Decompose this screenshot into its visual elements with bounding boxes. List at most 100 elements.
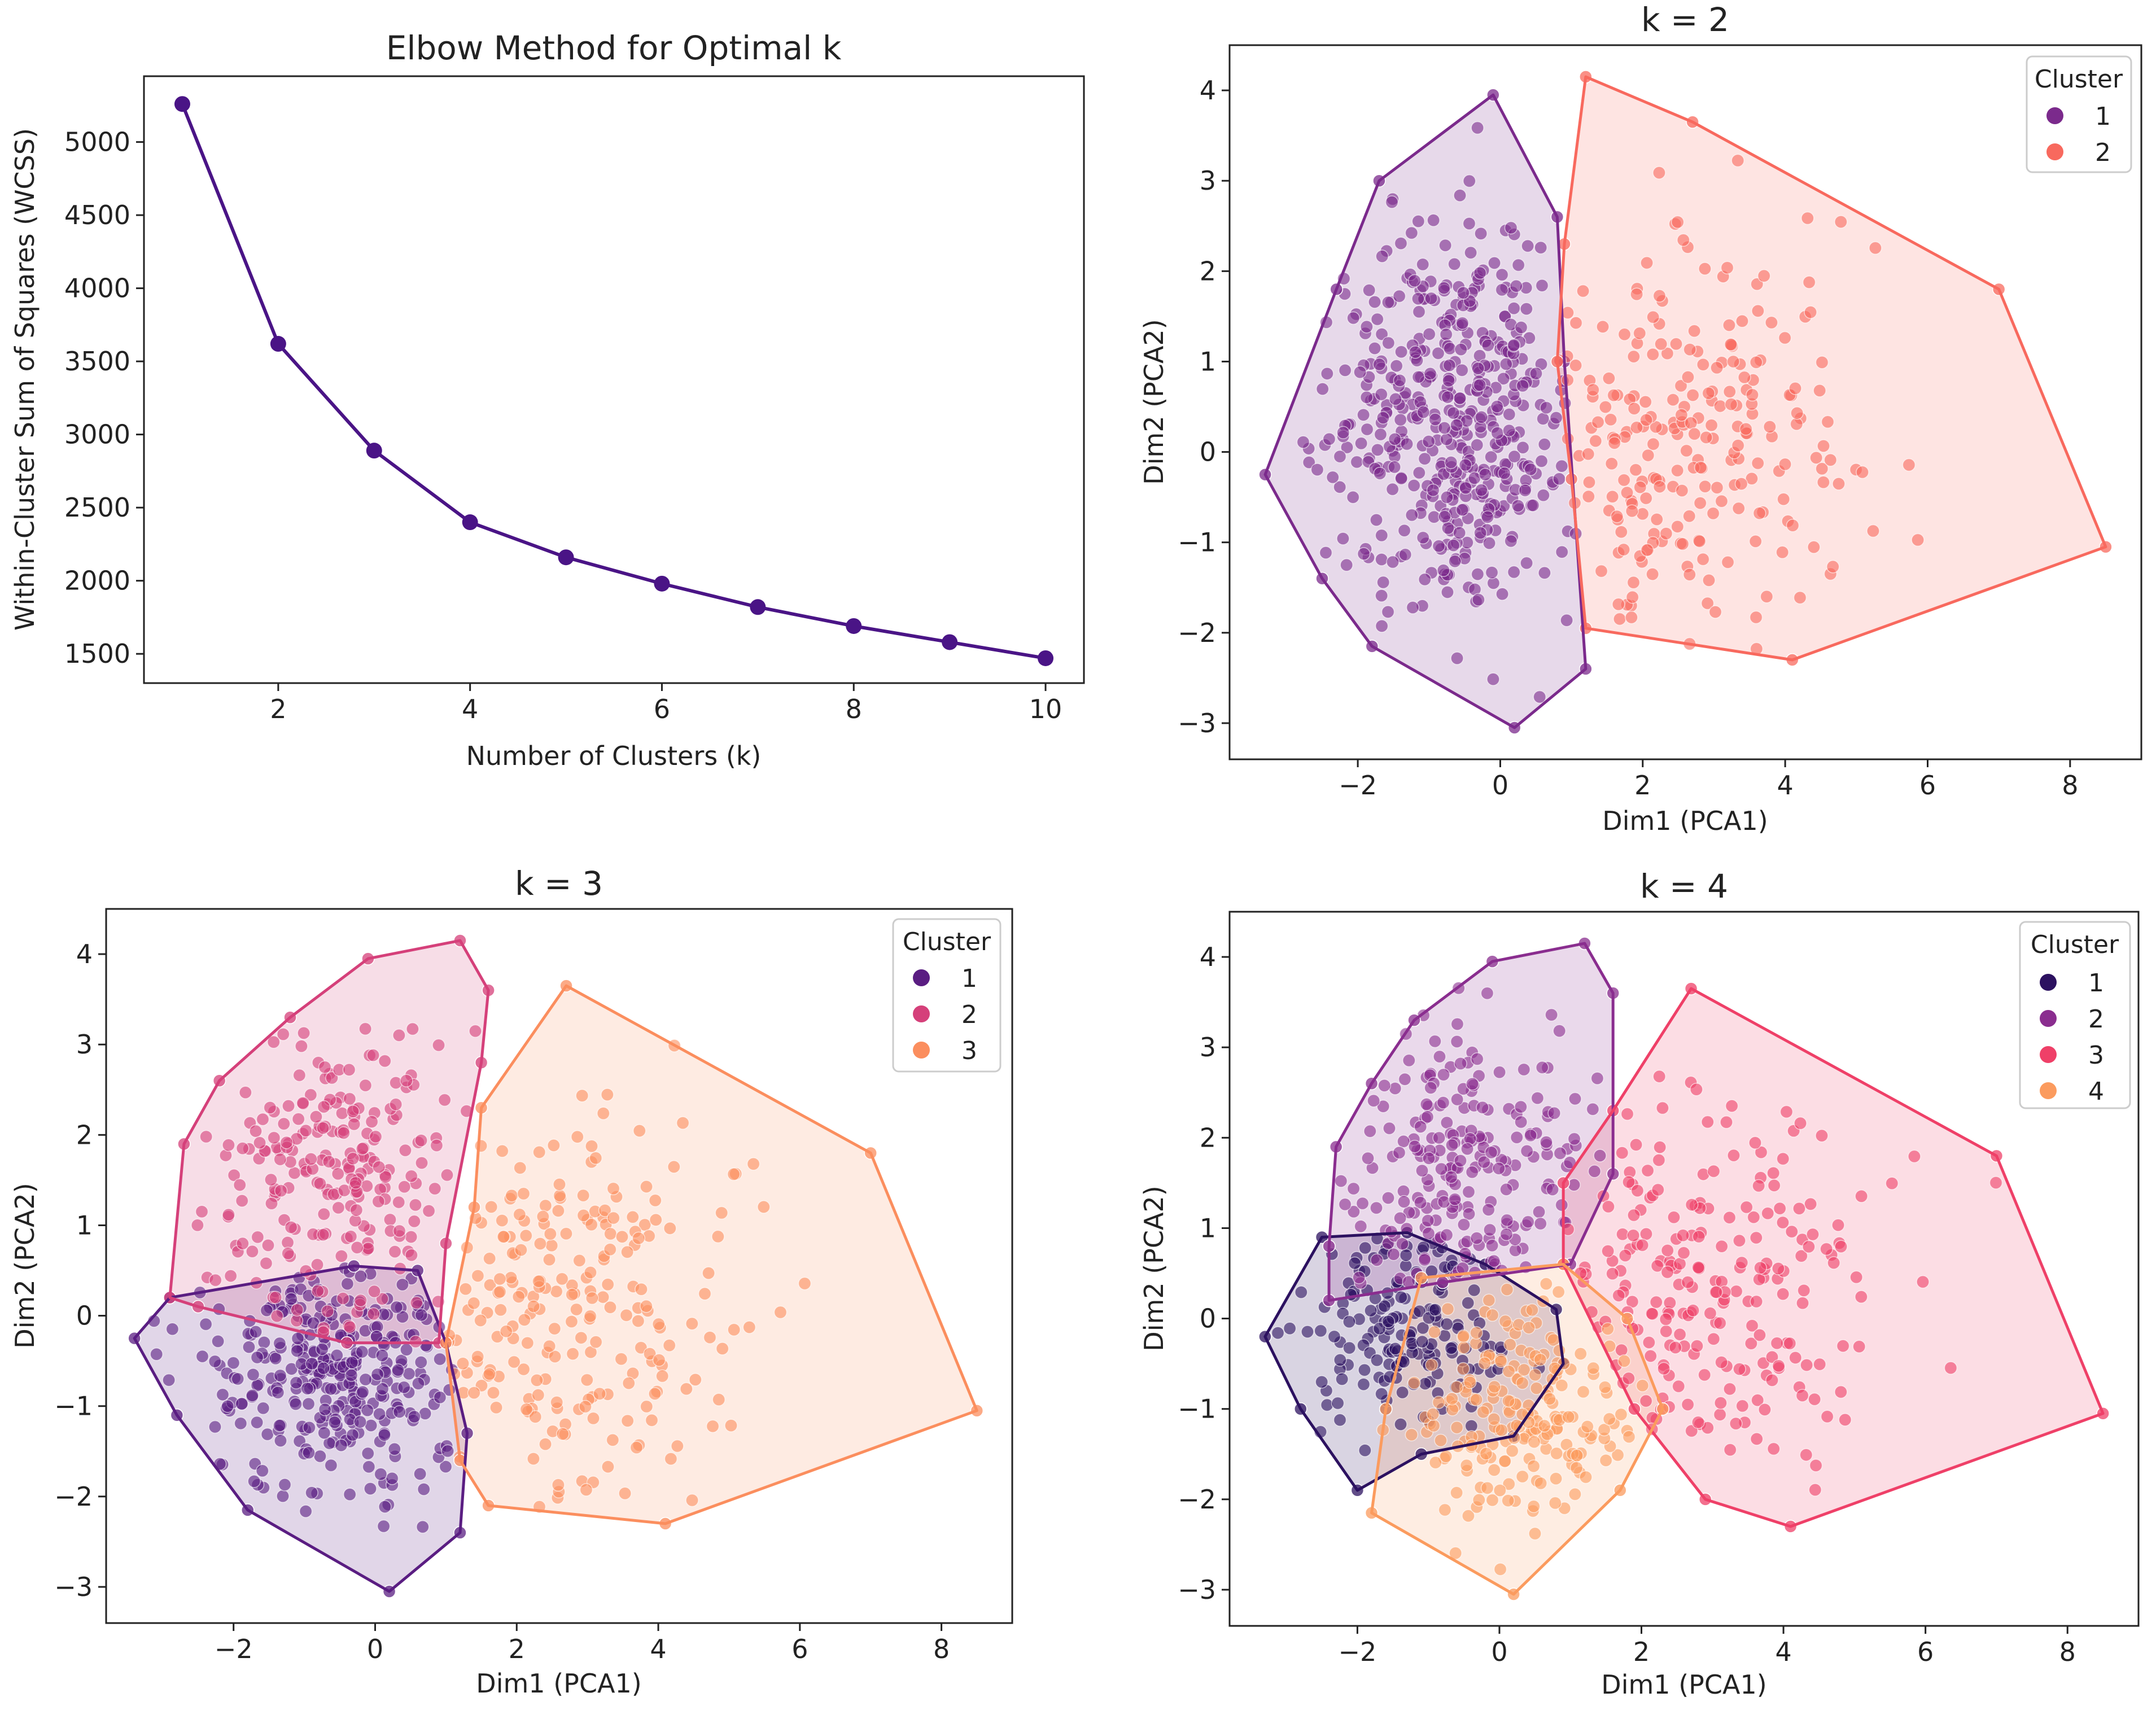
k2-cluster-1-point — [1394, 345, 1408, 359]
k4-cluster-4-point — [1479, 1447, 1493, 1460]
k2-cluster-1-point — [1373, 466, 1387, 480]
k2-cluster-1-point — [1376, 575, 1390, 589]
k3-cluster-3-point — [606, 1211, 620, 1225]
k2-cluster-1-point — [1385, 482, 1400, 496]
k3-x-tick-label: 4 — [650, 1634, 666, 1664]
elbow-y-tick-label: 3500 — [64, 346, 130, 377]
k4-cluster-1-point — [1467, 1283, 1481, 1297]
k3-cluster-2-point — [369, 1130, 383, 1144]
k4-cluster-3-point — [1606, 1267, 1620, 1280]
k3-cluster-1-point — [317, 1361, 330, 1375]
k4-cluster-2-point — [1521, 1215, 1535, 1229]
k3-cluster-2-point — [346, 1105, 360, 1118]
k2-cluster-1-point — [1504, 534, 1518, 548]
k2-cluster-1-point — [1540, 401, 1553, 414]
k2-cluster-1-point — [1484, 450, 1498, 464]
k3-cluster-1-point — [256, 1401, 270, 1415]
k4-cluster-3-point — [1836, 1339, 1850, 1353]
k4-cluster-3-point — [1773, 1201, 1787, 1215]
k3-cluster-1-point — [315, 1342, 329, 1356]
k4-cluster-4-point — [1457, 1341, 1471, 1354]
k3-cluster-1-point — [377, 1519, 391, 1533]
k3-cluster-2-point — [191, 1218, 204, 1232]
elbow-point-k7 — [750, 599, 766, 615]
k4-cluster-4-point — [1562, 1410, 1576, 1424]
k2-cluster-1-point — [1360, 391, 1374, 404]
k2-cluster-1-point — [1357, 408, 1370, 422]
k4-cluster-3-point — [1622, 1175, 1635, 1189]
k2-legend: Cluster 12 — [2026, 55, 2132, 173]
k2-cluster-2-point — [1869, 241, 1882, 255]
k3-cluster-1-point — [162, 1373, 176, 1387]
k2-cluster-2-point — [1790, 406, 1804, 420]
k3-cluster-2-point — [331, 1201, 346, 1215]
k3-cluster-3-point — [667, 1160, 681, 1174]
k4-cluster-3-point — [1820, 1410, 1834, 1423]
k3-cluster-3-point — [671, 1439, 684, 1453]
k2-cluster-1-point — [1533, 690, 1546, 704]
k2-cluster-2-point — [1686, 388, 1700, 402]
k2-cluster-1-point — [1394, 237, 1408, 250]
k2-cluster-1-point — [1534, 240, 1547, 255]
k3-cluster-2-point — [318, 1060, 332, 1074]
k2-cluster-1-point — [1537, 488, 1550, 502]
k4-cluster-3-point — [1629, 1138, 1643, 1152]
k4-cluster-4-point — [1470, 1393, 1483, 1407]
k3-cluster-2-point — [321, 1304, 335, 1318]
k2-ticks: −2 0 2 4 6 8 −3 −2 −1 0 1 2 3 4 — [1178, 75, 2078, 801]
k2-y-tick-label: −1 — [1178, 527, 1216, 558]
k2-chart-title: k = 2 — [1641, 1, 1729, 39]
k2-cluster-2-point — [1706, 506, 1720, 521]
k4-cluster-4-point — [1579, 1470, 1593, 1484]
k4-cluster-1-point — [1271, 1326, 1285, 1340]
k3-legend-label-3: 3 — [961, 1037, 977, 1065]
k4-cluster-2-point — [1590, 1072, 1604, 1085]
k4-cluster-4-point — [1470, 1326, 1483, 1340]
k2-cluster-2-point — [1687, 427, 1702, 441]
k4-cluster-4-point — [1450, 1420, 1464, 1435]
k4-cluster-2-point — [1514, 1100, 1528, 1114]
k4-cluster-2-point — [1414, 1120, 1427, 1134]
k2-cluster-2-hull-outline — [1555, 75, 2107, 662]
k3-cluster-2-point — [358, 1022, 372, 1036]
elbow-point-k6 — [654, 575, 670, 592]
k4-cluster-4-point — [1428, 1325, 1441, 1339]
k3-cluster-1-point — [226, 1356, 240, 1370]
k3-cluster-3-point — [474, 1139, 488, 1153]
k4-cluster-4-point — [1617, 1354, 1631, 1368]
k4-cluster-3-point — [1729, 1284, 1743, 1298]
k2-cluster-2-point — [1708, 605, 1722, 619]
k3-cluster-3-point — [676, 1116, 690, 1130]
k3-cluster-3-point — [589, 1335, 603, 1349]
k4-cluster-2-point — [1533, 1217, 1547, 1231]
k3-cluster-1-point — [433, 1390, 447, 1405]
k4-x-tick-label: 4 — [1775, 1637, 1791, 1667]
k4-cluster-4-point — [1549, 1472, 1563, 1485]
k4-cluster-4-point — [1525, 1303, 1539, 1317]
k3-cluster-3-point — [640, 1400, 654, 1414]
k3-cluster-2-point — [322, 1154, 336, 1169]
k4-legend-marker-3 — [2040, 1046, 2057, 1063]
k4-cluster-4-point — [1493, 1562, 1507, 1576]
elbow-marks — [174, 96, 1054, 666]
k2-cluster-1-point — [1479, 467, 1492, 482]
k3-cluster-3-point — [565, 1288, 579, 1301]
k2-cluster-1-point — [1437, 563, 1450, 578]
k3-cluster-3-point — [547, 1139, 561, 1152]
k2-cluster-1-point — [1482, 536, 1496, 550]
k4-cluster-4-point — [1573, 1347, 1588, 1361]
k4-cluster-4-point — [1568, 1488, 1582, 1501]
k3-cluster-3-point — [685, 1493, 699, 1507]
k4-cluster-3-point — [1650, 1295, 1663, 1309]
k4-cluster-4-point — [1457, 1362, 1470, 1376]
k2-cluster-2-point — [1650, 513, 1664, 526]
k4-cluster-4-point — [1482, 1293, 1496, 1307]
k3-cluster-3-point — [579, 1483, 593, 1497]
k3-cluster-3-point — [553, 1189, 567, 1202]
k2-cluster-2-point — [1809, 451, 1823, 465]
k2-cluster-1-point — [1416, 405, 1431, 419]
k3-cluster-1-point — [303, 1420, 316, 1435]
k2-cluster-2-point — [1739, 422, 1753, 436]
k3-cluster-3-point — [552, 1204, 565, 1218]
k4-cluster-3-point — [1750, 1432, 1764, 1446]
